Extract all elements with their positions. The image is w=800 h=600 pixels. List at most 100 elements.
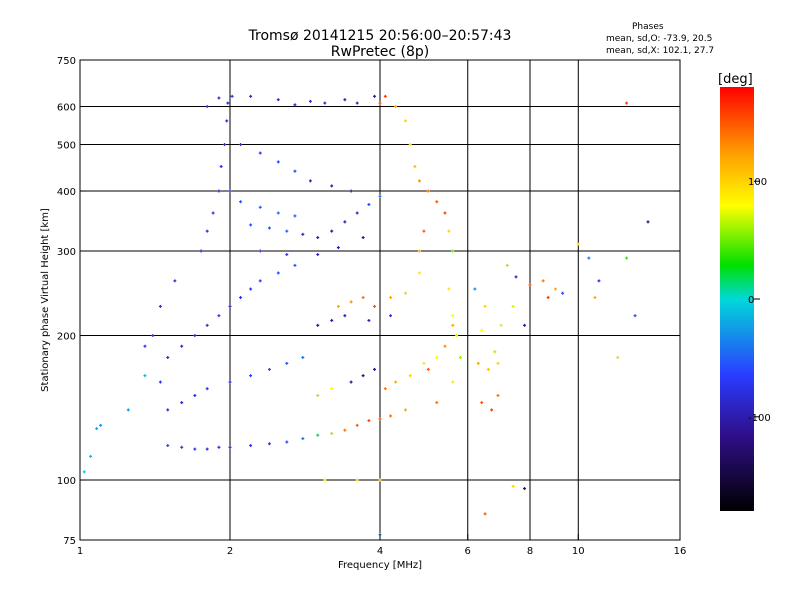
data-point [483,304,487,308]
data-point [217,445,221,449]
x-tick-label: 8 [527,546,533,557]
data-point [541,279,545,283]
colorbar: [deg] 100 0 -100 [718,72,771,511]
data-point [316,394,320,398]
data-point [486,367,490,371]
data-point [367,202,371,206]
data-point [99,423,103,427]
data-point [378,101,382,105]
data-point [373,304,377,308]
data-point [316,236,320,240]
data-point [230,94,234,98]
data-point [417,249,421,253]
data-point [367,419,371,423]
y-axis-label: Stationary phase Virtual Height [km] [40,208,51,392]
data-point [301,437,305,441]
data-point [276,271,280,275]
data-point [361,296,365,300]
data-point [546,296,550,300]
chart-title: Tromsø 20141215 20:56:00–20:57:43 [248,28,512,44]
x-tick-label: 10 [572,546,585,557]
data-point [217,314,221,318]
y-tick-label: 75 [63,536,76,547]
data-point [408,374,412,378]
data-point [267,367,271,371]
data-point [389,296,393,300]
data-point [597,279,601,283]
data-point [249,223,253,227]
data-point [355,478,359,482]
data-point [426,367,430,371]
data-point [301,355,305,359]
data-point [199,249,203,253]
data-point [355,101,359,105]
data-point [308,99,312,103]
scatter-points [82,94,650,537]
phases-title: Phases [632,22,664,32]
data-point [293,169,297,173]
data-point [158,304,162,308]
data-point [239,296,243,300]
data-point [480,401,484,405]
phases-mean-x: mean, sd,X: 102.1, 27.7 [606,46,715,56]
data-point [180,445,184,449]
data-point [505,263,509,267]
data-point [193,447,197,451]
data-point [258,249,262,253]
data-point [143,374,147,378]
data-point [403,291,407,295]
x-tick-label: 16 [674,546,687,557]
data-point [330,387,334,391]
data-point [493,350,497,354]
data-point [336,246,340,250]
y-tick-label: 500 [57,141,76,152]
data-point [593,296,597,300]
data-point [435,401,439,405]
data-point [496,394,500,398]
data-point [258,205,262,209]
data-point [378,417,382,421]
data-point [378,194,382,198]
data-point [276,160,280,164]
data-point [316,253,320,257]
data-point [403,119,407,123]
data-point [576,242,580,246]
y-tick-label: 400 [57,187,76,198]
data-point [451,249,455,253]
data-point [95,427,99,431]
data-point [451,380,455,384]
data-point [205,447,209,451]
data-point [349,380,353,384]
data-point [373,367,377,371]
data-point [343,428,347,432]
data-point [413,164,417,168]
data-point [473,287,477,291]
data-point [355,423,359,427]
data-point [249,94,253,98]
data-point [616,355,620,359]
colorbar-gradient [720,87,754,511]
data-point [205,229,209,233]
data-point [523,487,527,491]
x-tick-label: 4 [377,546,383,557]
colorbar-unit-label: [deg] [718,72,753,87]
data-point [330,229,334,233]
grid-lines [80,60,680,540]
data-point [426,189,430,193]
data-point [451,314,455,318]
data-point [225,119,229,123]
data-point [173,279,177,283]
data-point [193,394,197,398]
data-point [285,361,289,365]
data-point [228,380,232,384]
data-point [523,323,527,327]
data-point [205,105,209,109]
phases-mean-o: mean, sd,O: -73.9, 20.5 [606,34,713,44]
data-point [499,323,503,327]
data-point [422,229,426,233]
data-point [561,291,565,295]
data-point [166,444,170,448]
data-point [239,143,243,147]
data-point [389,314,393,318]
